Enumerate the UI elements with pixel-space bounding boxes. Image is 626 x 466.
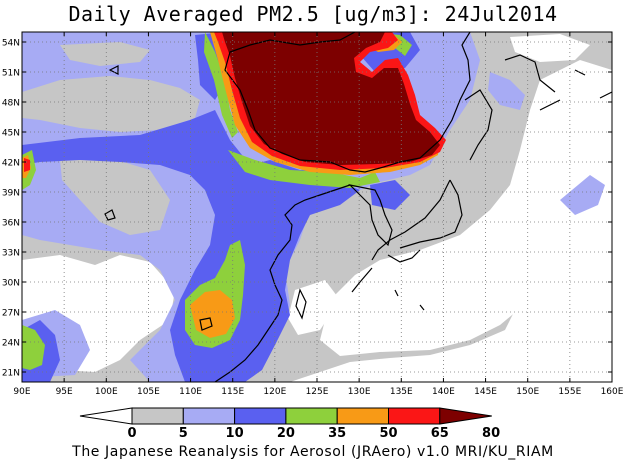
legend-label: 0 xyxy=(127,426,136,441)
legend-label: 65 xyxy=(431,426,449,441)
lon-tick-label: 160E xyxy=(601,387,624,397)
lon-tick-label: 100E xyxy=(95,387,118,397)
lat-tick-label: 51N xyxy=(2,69,20,79)
lon-tick-label: 155E xyxy=(558,387,581,397)
credit-line: The Japanese Reanalysis for Aerosol (JRA… xyxy=(72,444,554,460)
legend-swatch xyxy=(285,407,338,425)
lon-tick-label: 120E xyxy=(263,387,286,397)
lon-tick-label: 110E xyxy=(179,387,202,397)
lon-tick-label: 145E xyxy=(474,387,497,397)
legend-label: 10 xyxy=(226,426,244,441)
legend-label: 35 xyxy=(328,426,346,441)
lat-tick-label: 27N xyxy=(2,309,20,319)
legend-swatch xyxy=(439,407,492,425)
lon-tick-label: 115E xyxy=(221,387,244,397)
lat-tick-label: 42N xyxy=(2,159,20,169)
legend-swatch xyxy=(131,407,184,425)
lat-tick-label: 45N xyxy=(2,129,20,139)
lat-tick-label: 33N xyxy=(2,249,20,259)
legend-swatch xyxy=(79,407,133,425)
lat-tick-label: 24N xyxy=(2,339,20,349)
lon-tick-label: 130E xyxy=(348,387,371,397)
map-title: Daily Averaged PM2.5 [ug/m3]: 24Jul2014 xyxy=(68,2,558,26)
lon-tick-label: 125E xyxy=(306,387,329,397)
lon-tick-label: 95E xyxy=(56,387,73,397)
legend-label: 50 xyxy=(379,426,397,441)
legend-swatch xyxy=(234,407,287,425)
legend-label: 80 xyxy=(482,426,500,441)
lon-tick-label: 90E xyxy=(13,387,30,397)
legend-label: 20 xyxy=(277,426,295,441)
lat-tick-label: 48N xyxy=(2,99,20,109)
color-legend: 0 5 10 20 35 50 65 80 xyxy=(79,407,500,441)
map-frame xyxy=(21,31,613,383)
lat-tick-labels: 21N 24N 27N 30N 33N 36N 39N 42N 45N 48N 51N 54N xyxy=(2,39,20,379)
coastlines xyxy=(104,32,612,382)
level-5-10-holes xyxy=(22,42,200,235)
level-gt-80 xyxy=(222,32,440,165)
lon-tick-label: 105E xyxy=(137,387,160,397)
legend-swatch xyxy=(336,407,390,425)
lat-tick-label: 30N xyxy=(2,279,20,289)
legend-swatch xyxy=(182,407,236,425)
legend-label: 5 xyxy=(179,426,188,441)
lon-tick-labels: 90E 95E 100E 105E 110E 115E 120E 125E 130E 135E 14… xyxy=(13,387,623,397)
lon-tick-label: 150E xyxy=(516,387,539,397)
lon-tick-label: 135E xyxy=(390,387,413,397)
pm25-field xyxy=(22,32,612,382)
legend-swatch xyxy=(388,407,441,425)
lat-tick-label: 21N xyxy=(2,369,20,379)
lon-tick-label: 140E xyxy=(432,387,455,397)
lat-tick-label: 54N xyxy=(2,39,20,49)
lat-tick-label: 36N xyxy=(2,219,20,229)
lat-tick-label: 39N xyxy=(2,189,20,199)
